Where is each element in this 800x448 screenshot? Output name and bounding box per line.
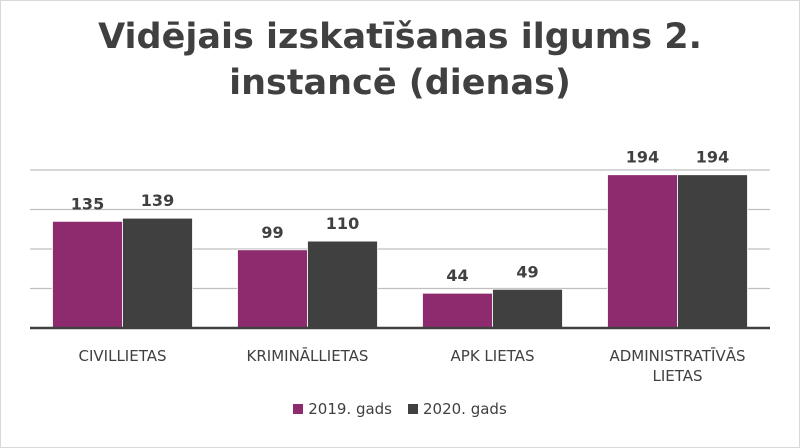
chart-title-line-2: instancē (dienas) — [229, 63, 571, 103]
legend-swatch — [408, 404, 418, 414]
data-label: 110 — [326, 214, 359, 233]
legend-item: 2020. gads — [408, 400, 507, 418]
legend-label: 2019. gads — [308, 400, 392, 418]
category-label: ADMINISTRATĪVĀS — [609, 347, 745, 365]
bar — [677, 174, 748, 329]
bar — [607, 174, 678, 329]
bar — [492, 288, 563, 329]
bar — [237, 249, 308, 329]
bar — [122, 217, 193, 329]
data-label: 99 — [261, 223, 283, 242]
data-label: 49 — [516, 262, 538, 281]
bar — [52, 220, 123, 329]
chart-legend: 2019. gads 2020. gads — [0, 400, 800, 418]
data-label: 135 — [71, 194, 104, 213]
chart-title: Vidējais izskatīšanas ilgums 2. instancē… — [0, 14, 800, 106]
bar — [307, 240, 378, 329]
bar — [422, 292, 493, 329]
legend-swatch — [293, 404, 304, 414]
category-label: APK LIETAS — [451, 347, 535, 365]
data-label: 194 — [626, 148, 659, 167]
legend-label: 2020. gads — [423, 400, 507, 418]
category-label: LIETAS — [652, 367, 702, 385]
data-label: 44 — [446, 266, 468, 285]
legend-item: 2019. gads — [293, 400, 392, 418]
data-label: 194 — [696, 148, 729, 167]
category-label: CIVILLIETAS — [79, 347, 167, 365]
data-label: 139 — [141, 191, 174, 210]
chart-title-line-1: Vidējais izskatīšanas ilgums 2. — [98, 17, 702, 57]
category-label: KRIMINĀLLIETAS — [247, 347, 369, 365]
